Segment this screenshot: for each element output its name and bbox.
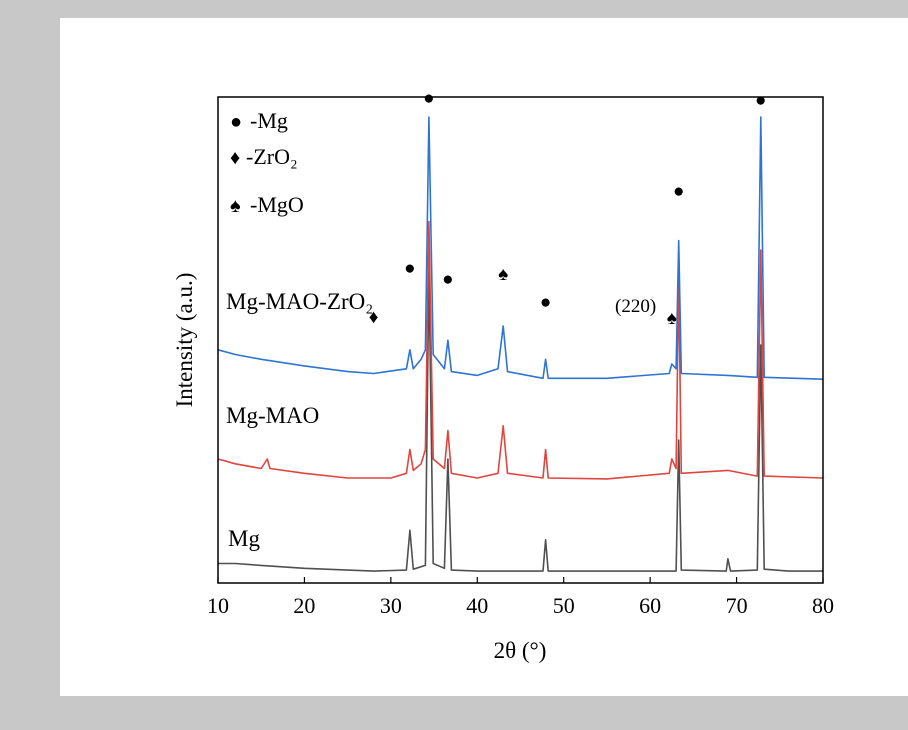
peak-marker-mg: ● [442,269,453,290]
x-tick-label-10: 10 [207,593,229,618]
x-tick-label-50: 50 [553,593,575,618]
peak-marker-mgo: ♠ [498,264,508,285]
xrd-chart: 10 20 30 40 50 60 70 80 ●●♦● ♠●●♠● Mg-MAO-ZrO₂ M… [172,88,834,663]
peak-markers: ● ● ♦ ● ♠ ● ● ♠ ● [369,88,767,329]
y-axis-label: Intensity (a.u.) [172,273,197,408]
annotation-220: (220) [615,296,656,317]
legend-label-zro2: -ZrO₂ [246,144,298,169]
peak-marker-mgo: ♠ [667,308,677,329]
peak-marker-mg: ● [755,90,766,111]
series-line-mg-mao-zro [217,116,824,380]
x-ticks: 10 20 30 40 50 60 70 80 [207,577,834,618]
x-axis-label: 2θ (°) [494,638,547,663]
legend-symbol-mg: ● [230,111,242,133]
x-tick-label-80: 80 [812,593,834,618]
legend-symbol-mgo: ♠ [230,195,241,217]
series-layer [217,116,824,572]
peak-marker-mg: ● [423,88,434,109]
x-tick-label-60: 60 [639,593,661,618]
peak-marker-mg: ● [404,258,415,279]
series-label-mg-mao: Mg-MAO [226,403,319,428]
plot-frame [217,96,824,584]
legend-label-mg: -Mg [250,108,288,133]
x-tick-label-20: 20 [293,593,315,618]
series-line-mg [218,268,823,572]
peak-marker-zro2: ♦ [369,307,379,328]
x-tick-label-70: 70 [726,593,748,618]
series-label-mg-mao-zro2: Mg-MAO-ZrO₂ [226,289,373,314]
series-line-mg-mao [217,220,824,480]
series-label-mg: Mg [228,526,260,551]
peak-marker-mg: ● [673,181,684,202]
legend-label-mgo: -MgO [250,192,304,217]
figure-panel: 10 20 30 40 50 60 70 80 ● ● ♦ ● ♠ ● ● ♠ ● Mg-MAO-ZrO₂ M… [60,18,908,696]
peak-marker-mg: ● [540,292,551,313]
x-tick-label-40: 40 [466,593,488,618]
x-tick-label-30: 30 [380,593,402,618]
legend-symbol-zro2: ♦ [230,147,240,169]
